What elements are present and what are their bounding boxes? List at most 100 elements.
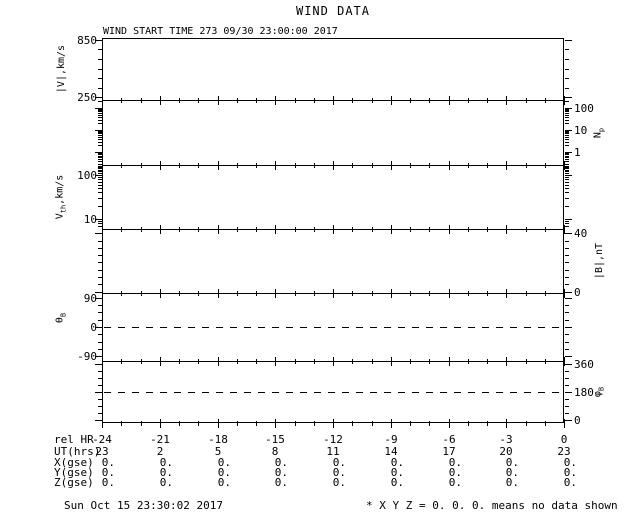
y-tick-label: 100 xyxy=(574,102,594,115)
y-tick-minor xyxy=(98,110,102,111)
x-tick-major xyxy=(506,419,507,428)
time-row-value: 0. xyxy=(505,456,519,469)
x-tick-minor xyxy=(198,227,199,232)
y-tick-minor xyxy=(98,111,102,112)
y-tick-minor xyxy=(98,241,102,242)
y-tick-minor xyxy=(565,117,569,118)
time-row-value: 0. xyxy=(101,476,115,489)
x-tick-minor xyxy=(410,359,411,364)
x-tick-major xyxy=(275,357,276,366)
x-tick-major xyxy=(102,357,103,366)
y-tick-minor xyxy=(565,69,569,70)
time-row-value: 0. xyxy=(217,466,231,479)
y-tick-major xyxy=(565,298,572,299)
y-tick-minor xyxy=(98,320,102,321)
time-row-value: 0. xyxy=(101,466,115,479)
time-row-value: 5 xyxy=(214,445,222,458)
y-tick-minor xyxy=(98,123,102,124)
x-tick-minor xyxy=(314,421,315,426)
y-tick-minor xyxy=(565,145,569,146)
y-tick-label: 250 xyxy=(77,91,97,104)
y-tick-major xyxy=(95,233,102,234)
x-tick-minor xyxy=(429,291,430,296)
x-tick-major xyxy=(333,289,334,298)
x-tick-minor xyxy=(429,359,430,364)
x-tick-major xyxy=(564,225,565,234)
y-tick-major xyxy=(565,327,572,328)
time-row-label: UT(hrs) xyxy=(54,445,101,458)
y-tick-major xyxy=(95,392,102,393)
x-tick-major xyxy=(102,161,103,170)
time-row-value: 20 xyxy=(499,445,513,458)
x-tick-minor xyxy=(121,163,122,168)
y-tick-label: 0 xyxy=(90,321,97,334)
x-tick-minor xyxy=(295,98,296,103)
x-tick-major xyxy=(160,357,161,366)
y-tick-minor xyxy=(565,334,569,335)
x-tick-major xyxy=(449,96,450,105)
y-tick-minor xyxy=(565,113,569,114)
x-tick-minor xyxy=(429,98,430,103)
y-tick-minor xyxy=(565,385,569,386)
x-tick-minor xyxy=(237,291,238,296)
x-tick-minor xyxy=(526,359,527,364)
y-tick-minor xyxy=(98,206,102,207)
y-tick-label: 850 xyxy=(77,34,97,47)
y-tick-minor xyxy=(98,385,102,386)
x-tick-minor xyxy=(141,291,142,296)
time-row-value: -21 xyxy=(150,433,170,446)
y-tick-minor xyxy=(565,349,569,350)
x-tick-major xyxy=(506,289,507,298)
y-tick-major xyxy=(95,364,102,365)
y-tick-minor xyxy=(98,101,102,102)
y-tick-label: 0 xyxy=(574,414,581,427)
y-tick-minor xyxy=(565,342,569,343)
y-tick-minor xyxy=(565,241,569,242)
y-tick-minor xyxy=(98,312,102,313)
y-tick-minor xyxy=(98,342,102,343)
x-tick-minor xyxy=(468,163,469,168)
time-row-value: 8 xyxy=(271,445,279,458)
x-tick-minor xyxy=(526,291,527,296)
panel-axis-label-bulk-speed: |V|,km/s xyxy=(56,44,67,94)
x-tick-major xyxy=(449,161,450,170)
y-tick-minor xyxy=(565,177,569,178)
y-tick-minor xyxy=(98,113,102,114)
time-row-value: 0. xyxy=(332,466,346,479)
y-tick-minor xyxy=(565,262,569,263)
y-tick-minor xyxy=(565,132,569,133)
time-row-value: 0. xyxy=(217,476,231,489)
x-tick-major xyxy=(506,96,507,105)
x-tick-minor xyxy=(198,163,199,168)
x-tick-minor xyxy=(352,291,353,296)
time-row-label: Y(gse) xyxy=(54,466,94,479)
x-tick-major xyxy=(391,225,392,234)
time-row-value: -9 xyxy=(384,433,398,446)
x-tick-minor xyxy=(545,291,546,296)
y-tick-minor xyxy=(565,305,569,306)
time-row-label: Z(gse) xyxy=(54,476,94,489)
x-tick-minor xyxy=(468,359,469,364)
time-row-value: 0. xyxy=(563,456,577,469)
x-tick-minor xyxy=(352,163,353,168)
time-row-value: 0. xyxy=(563,466,577,479)
x-tick-major xyxy=(391,289,392,298)
y-tick-label: -90 xyxy=(77,350,97,363)
x-tick-minor xyxy=(468,227,469,232)
x-tick-major xyxy=(102,96,103,105)
y-tick-minor xyxy=(565,320,569,321)
x-tick-minor xyxy=(295,163,296,168)
time-row-value: 0. xyxy=(159,476,173,489)
y-tick-minor xyxy=(98,349,102,350)
y-tick-minor xyxy=(98,226,102,227)
y-tick-minor xyxy=(565,142,569,143)
x-tick-minor xyxy=(487,98,488,103)
y-tick-minor xyxy=(98,406,102,407)
y-tick-major xyxy=(565,108,572,109)
y-tick-major xyxy=(565,152,572,153)
x-tick-minor xyxy=(121,421,122,426)
y-tick-minor xyxy=(565,371,569,372)
y-tick-minor xyxy=(98,334,102,335)
time-row-value: -3 xyxy=(499,433,513,446)
y-tick-major xyxy=(565,175,572,176)
